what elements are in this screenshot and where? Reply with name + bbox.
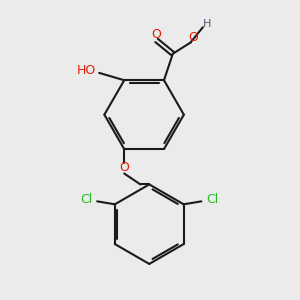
Text: H: H: [203, 19, 212, 29]
Text: Cl: Cl: [206, 194, 219, 206]
Text: Cl: Cl: [80, 194, 92, 206]
Text: O: O: [188, 31, 198, 44]
Text: O: O: [152, 28, 162, 40]
Text: O: O: [119, 161, 129, 174]
Text: HO: HO: [77, 64, 97, 77]
